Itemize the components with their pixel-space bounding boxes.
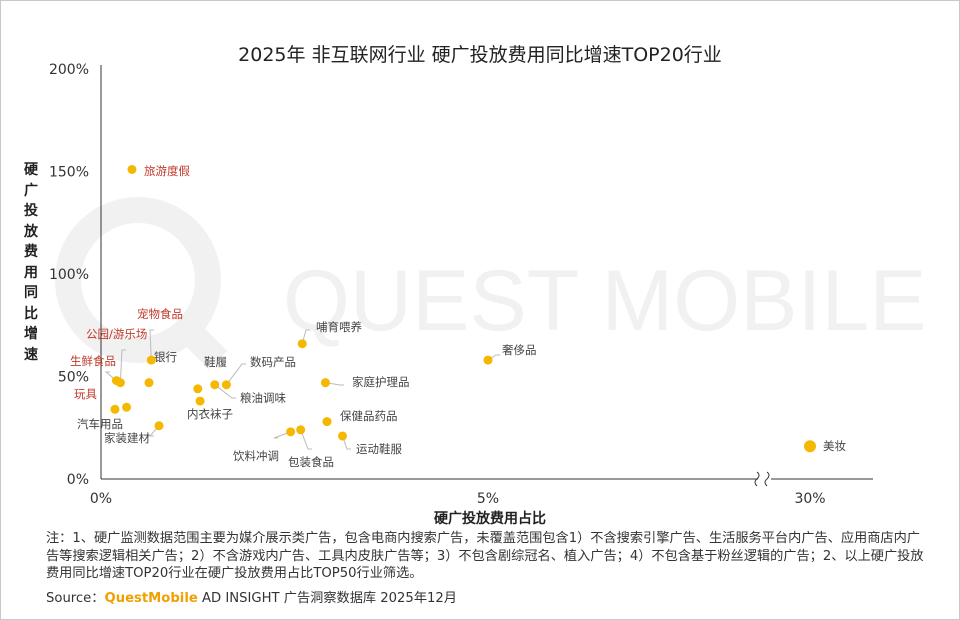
data-point <box>483 355 493 365</box>
x-tick-label: 5% <box>477 491 499 507</box>
data-point <box>221 380 231 390</box>
data-label: 宠物食品 <box>137 307 183 321</box>
data-point <box>320 378 330 388</box>
watermark-logo: QUEST MOBILE <box>55 197 927 370</box>
data-label: 运动鞋服 <box>356 442 402 456</box>
axis-break-left <box>754 471 760 487</box>
data-label: 饮料冲调 <box>233 449 279 463</box>
data-point <box>122 402 132 412</box>
data-label: 生鲜食品 <box>70 354 116 368</box>
source-brand: QuestMobile <box>104 591 198 606</box>
source-line: Source：QuestMobile AD INSIGHT 广告洞察数据库 20… <box>46 587 457 606</box>
data-label: 公园/游乐场 <box>86 327 147 341</box>
data-label: 保健品药品 <box>340 409 398 423</box>
leader-line <box>148 425 160 437</box>
data-point <box>154 421 164 431</box>
data-point <box>195 396 205 406</box>
axis-break-right <box>764 471 770 487</box>
leader-line <box>300 429 312 450</box>
data-label: 哺育喂养 <box>316 320 362 334</box>
data-label: 数码产品 <box>250 355 296 369</box>
watermark-text: QUEST MOBILE <box>283 253 927 349</box>
data-point <box>144 378 154 388</box>
y-tick-label: 100% <box>49 267 89 283</box>
data-label: 粮油调味 <box>240 391 286 405</box>
data-point <box>337 431 347 441</box>
leader-line <box>104 371 117 381</box>
leader-line <box>214 384 236 399</box>
y-axis-label: 硬广投放费用同比增速 <box>24 162 38 363</box>
leader-line <box>342 435 351 450</box>
footnote: 注：1、硬广监测数据范围主要为媒介展示类广告，包含电商内搜索广告，未覆盖范围包含… <box>46 531 924 581</box>
data-label: 奢侈品 <box>502 343 537 357</box>
data-label: 包装食品 <box>288 455 334 469</box>
data-label: 旅游度假 <box>144 164 190 178</box>
source-rest: AD INSIGHT 广告洞察数据库 2025年12月 <box>197 591 457 606</box>
data-label: 汽车用品 <box>77 417 123 431</box>
x-tick-label: 30% <box>794 491 825 507</box>
leader-line <box>225 363 246 386</box>
leader-line <box>149 329 154 361</box>
data-label: 家庭护理品 <box>352 375 410 389</box>
data-point <box>322 417 332 427</box>
data-label: 家装建材 <box>104 431 150 445</box>
data-point <box>193 384 203 394</box>
data-point <box>804 440 816 453</box>
y-tick-label: 0% <box>67 472 89 488</box>
data-label: 美妆 <box>823 439 846 453</box>
data-label: 内衣袜子 <box>187 407 233 421</box>
source-prefix: Source： <box>46 591 105 606</box>
data-point <box>110 404 120 414</box>
data-point <box>127 164 137 174</box>
x-axis-label: 硬广投放费用占比 <box>434 511 546 527</box>
leader-line <box>325 382 344 386</box>
leader-line <box>119 349 126 383</box>
data-point <box>111 376 121 386</box>
data-label: 鞋履 <box>204 355 227 369</box>
data-label: 玩具 <box>74 387 97 401</box>
data-point <box>296 425 306 435</box>
leader-line <box>273 431 291 439</box>
data-point <box>286 427 296 437</box>
y-tick-label: 200% <box>49 62 89 78</box>
x-tick-label: 0% <box>90 491 112 507</box>
chart-title: 2025年 非互联网行业 硬广投放费用同比增速TOP20行业 <box>238 44 722 66</box>
y-tick-label: 50% <box>58 370 89 386</box>
data-point <box>210 380 220 390</box>
data-point <box>297 339 307 349</box>
data-point <box>146 355 156 365</box>
y-tick-label: 150% <box>49 165 89 181</box>
data-label: 银行 <box>154 350 177 364</box>
leader-line <box>301 329 310 344</box>
